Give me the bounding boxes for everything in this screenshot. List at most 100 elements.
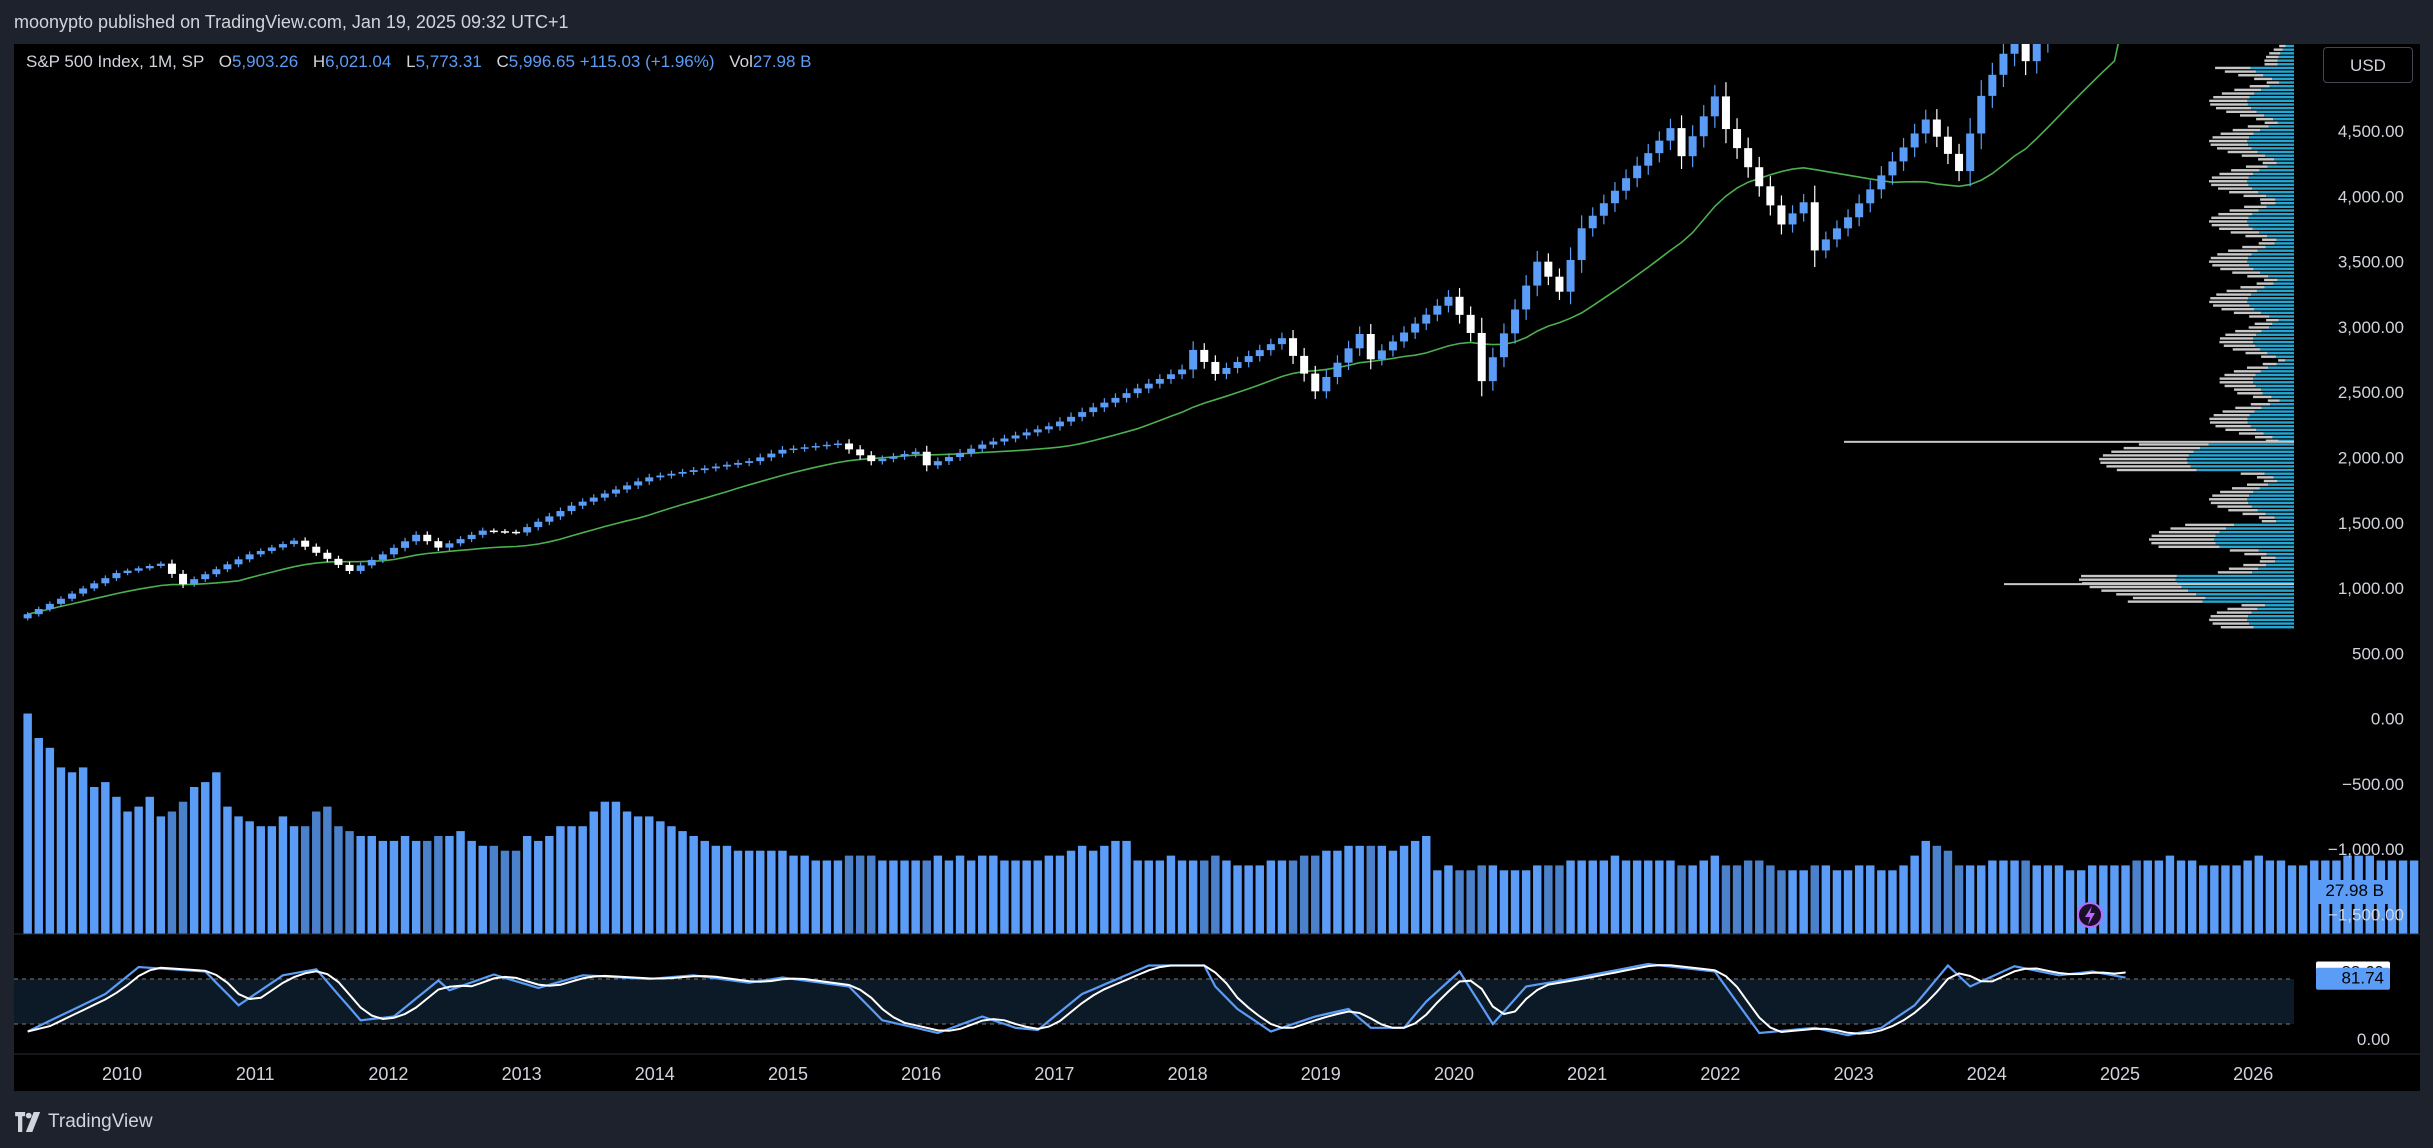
profile-bar-down [2220, 490, 2254, 494]
candle-body [1533, 261, 1542, 286]
stoch-k-badge-text: 81.74 [2341, 969, 2384, 988]
candle-body [700, 468, 709, 471]
profile-bar-up [2247, 180, 2294, 183]
x-tick-label: 2024 [1967, 1064, 2007, 1084]
candle-body [978, 444, 987, 449]
volume-bar [2110, 865, 2119, 934]
volume-bar [456, 831, 465, 934]
profile-bar-down [2210, 501, 2249, 505]
profile-bar-down [2254, 77, 2273, 81]
profile-bar-up [2253, 132, 2294, 135]
volume-bar [2187, 860, 2197, 934]
candle-body [190, 579, 199, 585]
profile-bar-down [2212, 494, 2250, 497]
volume-bar [2409, 860, 2419, 934]
profile-bar-down [2230, 231, 2260, 234]
candle-body [1899, 147, 1908, 162]
profile-bar-down [2278, 359, 2286, 362]
candle-body [1799, 202, 1808, 214]
profile-bar-up [2260, 370, 2294, 373]
profile-bar-down [2222, 410, 2255, 413]
candle-body [1444, 296, 1453, 306]
profile-bar-up [2254, 92, 2294, 95]
profile-bar-up [2269, 326, 2294, 329]
legend-low: 5,773.31 [415, 52, 482, 71]
profile-bar-up [2188, 454, 2294, 457]
candle-body [2010, 44, 2019, 54]
volume-bar [1122, 840, 1131, 934]
profile-bar-up [2275, 355, 2294, 358]
profile-bar-up [2265, 512, 2294, 516]
volume-bar [1699, 860, 1708, 934]
profile-bar-down [2209, 260, 2248, 263]
profile-bar-up [2261, 406, 2294, 410]
profile-bar-down [2234, 388, 2262, 391]
profile-bar-down [2211, 223, 2249, 227]
candle-body [1588, 215, 1597, 229]
candle-body [245, 554, 254, 560]
profile-bar-down [2219, 337, 2254, 340]
candle-body [1189, 349, 1198, 370]
candle-body [1511, 309, 1520, 334]
candles [23, 44, 2049, 621]
volume-bar [1211, 855, 1220, 934]
profile-bar-down [2217, 505, 2252, 508]
chart-svg[interactable]: 5,000.004,500.004,000.003,500.003,000.00… [14, 44, 2420, 1091]
profile-bar-up [2256, 428, 2294, 432]
candle-body [301, 540, 310, 547]
profile-bar-down [2258, 158, 2275, 161]
profile-bar-down [2209, 417, 2248, 421]
profile-bar-up [2261, 388, 2294, 391]
profile-bar-down [2254, 435, 2273, 439]
candle-body [1477, 332, 1486, 382]
volume-bar [1377, 845, 1387, 934]
profile-bar-down [2242, 245, 2266, 249]
candle-body [1710, 96, 1719, 117]
volume-bar [2232, 865, 2241, 934]
volume-bar [1977, 865, 1986, 934]
volume-bar [1455, 870, 1464, 934]
candle-body [234, 559, 243, 565]
candle-body [1877, 175, 1886, 190]
candle-body [1488, 357, 1497, 382]
candle-body [756, 457, 765, 462]
candle-body [933, 461, 942, 466]
candle-body [356, 565, 365, 571]
volume-bar [1610, 855, 1620, 934]
volume-bar [511, 850, 521, 934]
profile-bar-down [2258, 516, 2275, 519]
candle-body [1977, 95, 1986, 134]
legend-vol-label: Vol [729, 52, 753, 71]
profile-bar-down [2249, 315, 2270, 318]
profile-bar-up [2274, 516, 2294, 519]
volume-bar [2221, 865, 2230, 934]
profile-bar-up [2269, 315, 2294, 318]
profile-bar-up [2181, 585, 2294, 589]
legend-high: 6,021.04 [325, 52, 392, 71]
volume-bar [1277, 860, 1287, 934]
volume-bar [1843, 870, 1853, 934]
profile-bar-down [2232, 128, 2261, 132]
volume-bar [378, 840, 388, 934]
volume-bar [878, 860, 887, 934]
volume-bar [589, 811, 598, 934]
footer-brand: TradingView [48, 1111, 153, 1132]
candle-body [634, 481, 643, 486]
volume-bar [156, 816, 166, 934]
candle-body [256, 550, 265, 555]
volume-bar [1644, 860, 1653, 934]
volume-bar [367, 836, 376, 934]
chart-area[interactable]: 5,000.004,500.004,000.003,500.003,000.00… [14, 44, 2420, 1091]
profile-bar-down [2185, 523, 2235, 527]
volume-bar [633, 816, 643, 934]
profile-bar-down [2209, 421, 2248, 424]
currency-button[interactable]: USD [2323, 47, 2413, 83]
candle-body [1666, 128, 1675, 141]
profile-bar-down [2211, 216, 2249, 220]
tradingview-logo-icon [15, 1112, 41, 1132]
volume-bar [1810, 865, 1819, 934]
volume-bar [1621, 860, 1631, 934]
candle-body [589, 497, 598, 502]
candle-body [34, 609, 43, 615]
profile-bar-down [2221, 307, 2255, 311]
